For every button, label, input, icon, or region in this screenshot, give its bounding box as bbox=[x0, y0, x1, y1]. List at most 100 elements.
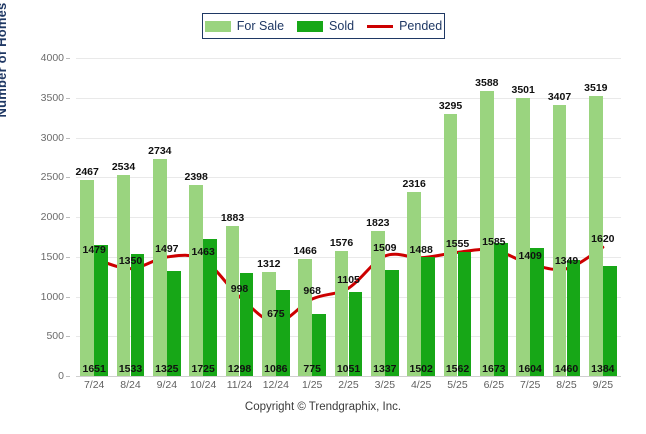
line-label-pended: 1463 bbox=[191, 245, 215, 258]
bar-for-sale[interactable] bbox=[516, 97, 530, 376]
legend-label: Sold bbox=[329, 19, 355, 33]
bar-sold[interactable] bbox=[348, 292, 363, 376]
bar-label-for-sale: 3295 bbox=[438, 100, 463, 113]
x-tick-label: 8/25 bbox=[556, 379, 577, 391]
chart-legend: For Sale Sold Pended bbox=[202, 13, 445, 39]
y-tick-label: 2000 bbox=[40, 211, 64, 223]
legend-for-sale[interactable]: For Sale bbox=[204, 19, 284, 33]
bar-sold[interactable] bbox=[203, 238, 217, 376]
bar-label-sold: 1502 bbox=[409, 363, 433, 375]
legend-pended[interactable]: Pended bbox=[367, 19, 442, 33]
legend-swatch-marker bbox=[204, 20, 231, 32]
bar-label-for-sale: 1823 bbox=[366, 217, 390, 230]
bar-label-sold: 1651 bbox=[82, 363, 106, 375]
gridline bbox=[76, 97, 621, 99]
line-label-pended: 1349 bbox=[554, 254, 579, 267]
bar-for-sale[interactable] bbox=[407, 191, 421, 376]
plot-area: 2467 1651 1479 2534 1533 1350 2734 1325 1497 2398… bbox=[75, 58, 621, 377]
y-tick-mark bbox=[66, 296, 70, 298]
y-tick-label: 0 bbox=[58, 370, 64, 382]
bar-for-sale[interactable] bbox=[298, 259, 312, 376]
bar-sold[interactable] bbox=[385, 269, 399, 376]
bar-sold[interactable] bbox=[494, 243, 508, 376]
bar-label-for-sale: 2534 bbox=[111, 160, 136, 173]
y-tick-label: 3500 bbox=[40, 91, 64, 104]
bar-for-sale[interactable] bbox=[153, 158, 167, 376]
bar-sold[interactable] bbox=[457, 251, 472, 376]
legend-line-marker bbox=[367, 24, 394, 28]
line-label-pended: 1350 bbox=[118, 254, 143, 267]
bar-for-sale[interactable] bbox=[116, 174, 131, 376]
bar-sold[interactable] bbox=[566, 259, 581, 376]
bar-label-sold: 775 bbox=[303, 363, 321, 375]
bar-for-sale[interactable] bbox=[189, 185, 203, 376]
line-label-pended: 1409 bbox=[518, 249, 542, 262]
bar-for-sale[interactable] bbox=[262, 271, 276, 376]
x-axis-labels: 7/24 8/24 9/24 10/24 11/24 12/24 1/25 2/25 3/25 4… bbox=[76, 379, 621, 399]
legend-swatch-marker bbox=[297, 20, 324, 32]
bar-label-sold: 1298 bbox=[227, 363, 252, 375]
x-tick-label: 2/25 bbox=[338, 379, 359, 391]
bar-label-sold: 1604 bbox=[518, 363, 542, 375]
bar-label-for-sale: 3588 bbox=[475, 76, 499, 89]
bar-sold[interactable] bbox=[421, 256, 435, 376]
bar-for-sale[interactable] bbox=[334, 250, 349, 376]
bar-label-for-sale: 1466 bbox=[293, 245, 317, 258]
y-tick-mark bbox=[66, 97, 70, 99]
bar-for-sale[interactable] bbox=[552, 105, 567, 376]
bar-for-sale[interactable] bbox=[80, 179, 94, 376]
bar-label-sold: 1086 bbox=[264, 363, 288, 375]
line-label-pended: 998 bbox=[230, 282, 249, 295]
bar-sold[interactable] bbox=[167, 270, 181, 376]
x-tick-label: 5/25 bbox=[447, 379, 468, 391]
y-tick-label: 1500 bbox=[40, 250, 64, 263]
line-label-pended: 1488 bbox=[409, 243, 433, 256]
x-tick-label: 1/25 bbox=[301, 379, 323, 391]
x-tick-label: 11/24 bbox=[226, 379, 253, 391]
bar-label-for-sale: 3501 bbox=[511, 83, 535, 96]
bar-for-sale[interactable] bbox=[371, 231, 385, 376]
bar-sold[interactable] bbox=[94, 244, 108, 376]
bar-for-sale[interactable] bbox=[480, 90, 494, 376]
bar-label-for-sale: 1576 bbox=[329, 236, 354, 249]
bar-label-for-sale: 3519 bbox=[584, 82, 608, 95]
y-tick-mark bbox=[66, 137, 70, 139]
bar-label-sold: 1337 bbox=[373, 363, 397, 375]
x-tick-label: 10/24 bbox=[190, 379, 217, 391]
x-tick-label: 12/24 bbox=[262, 379, 289, 391]
bar-for-sale[interactable] bbox=[225, 226, 240, 376]
line-label-pended: 675 bbox=[267, 308, 285, 321]
y-tick-label: 1000 bbox=[40, 290, 64, 303]
x-tick-label: 8/24 bbox=[120, 379, 141, 391]
y-tick-mark bbox=[66, 376, 70, 377]
bar-for-sale[interactable] bbox=[589, 96, 603, 376]
line-label-pended: 1620 bbox=[591, 233, 615, 246]
bar-label-sold: 1325 bbox=[155, 363, 179, 375]
x-tick-label: 7/24 bbox=[83, 379, 105, 391]
legend-sold[interactable]: Sold bbox=[297, 19, 354, 33]
legend-label: Pended bbox=[399, 19, 443, 33]
bar-sold[interactable] bbox=[603, 265, 617, 376]
bar-label-for-sale: 2467 bbox=[75, 165, 99, 178]
y-tick-label: 500 bbox=[46, 330, 64, 343]
line-label-pended: 1479 bbox=[82, 244, 106, 257]
gridline bbox=[76, 217, 621, 218]
bar-label-sold: 1384 bbox=[591, 363, 615, 375]
bar-sold[interactable] bbox=[130, 254, 145, 376]
bar-sold[interactable] bbox=[530, 248, 544, 376]
y-tick-label: 3000 bbox=[40, 131, 64, 144]
line-label-pended: 1585 bbox=[482, 235, 506, 248]
bar-label-sold: 1460 bbox=[554, 363, 579, 375]
bar-label-sold: 1725 bbox=[191, 363, 215, 375]
bar-sold[interactable] bbox=[239, 272, 254, 376]
gridline bbox=[76, 58, 621, 59]
bar-label-for-sale: 1883 bbox=[220, 212, 245, 225]
line-label-pended: 1497 bbox=[155, 242, 179, 255]
bar-for-sale[interactable] bbox=[443, 114, 458, 376]
bar-label-sold: 1051 bbox=[336, 363, 361, 375]
bar-sold[interactable] bbox=[276, 289, 290, 376]
x-tick-label: 9/24 bbox=[156, 379, 178, 391]
line-label-pended: 1555 bbox=[445, 238, 470, 251]
bar-sold[interactable] bbox=[312, 314, 326, 376]
bar-label-sold: 1673 bbox=[482, 363, 506, 375]
